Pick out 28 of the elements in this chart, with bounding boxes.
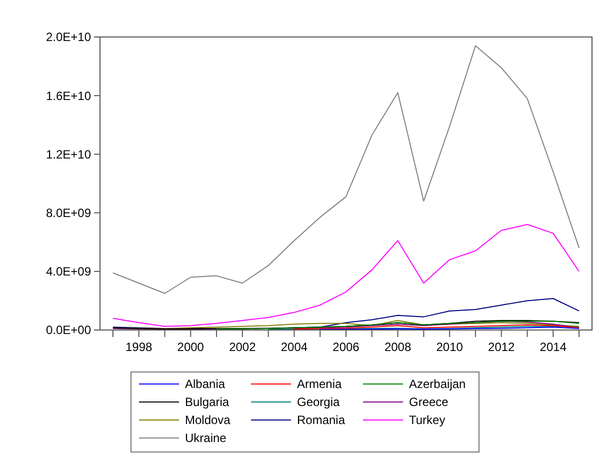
legend-label: Romania xyxy=(297,413,346,428)
y-tick-label: 4.0E+09 xyxy=(46,264,92,279)
x-tick-label: 2014 xyxy=(540,340,567,354)
line-series xyxy=(112,45,580,294)
legend-label: Armenia xyxy=(297,377,342,392)
x-tick-label: 2000 xyxy=(177,340,204,354)
line-series xyxy=(216,320,580,330)
legend-label: Azerbaijan xyxy=(409,377,466,392)
x-tick-label: 1998 xyxy=(125,340,153,354)
x-tick-label: 2008 xyxy=(384,340,412,354)
legend-label: Moldova xyxy=(185,413,231,428)
x-tick-label: 2006 xyxy=(332,340,360,354)
legend-label: Turkey xyxy=(409,413,446,428)
legend-label: Georgia xyxy=(297,395,340,410)
y-tick-label: 0.0E+00 xyxy=(46,323,92,338)
y-tick-label: 1.2E+10 xyxy=(46,147,92,162)
x-tick-label: 2002 xyxy=(229,340,256,354)
line-series xyxy=(112,224,580,327)
y-tick-label: 8.0E+09 xyxy=(46,206,92,220)
y-tick-label: 2.0E+10 xyxy=(46,30,92,44)
legend-label: Ukraine xyxy=(185,431,227,446)
x-tick-label: 2010 xyxy=(436,340,464,354)
x-tick-label: 2004 xyxy=(280,340,308,354)
legend-label: Albania xyxy=(185,377,226,392)
legend-label: Greece xyxy=(409,395,449,410)
legend-label: Bulgaria xyxy=(185,395,230,410)
x-tick-label: 2012 xyxy=(488,340,516,354)
y-tick-label: 1.6E+10 xyxy=(46,88,92,103)
